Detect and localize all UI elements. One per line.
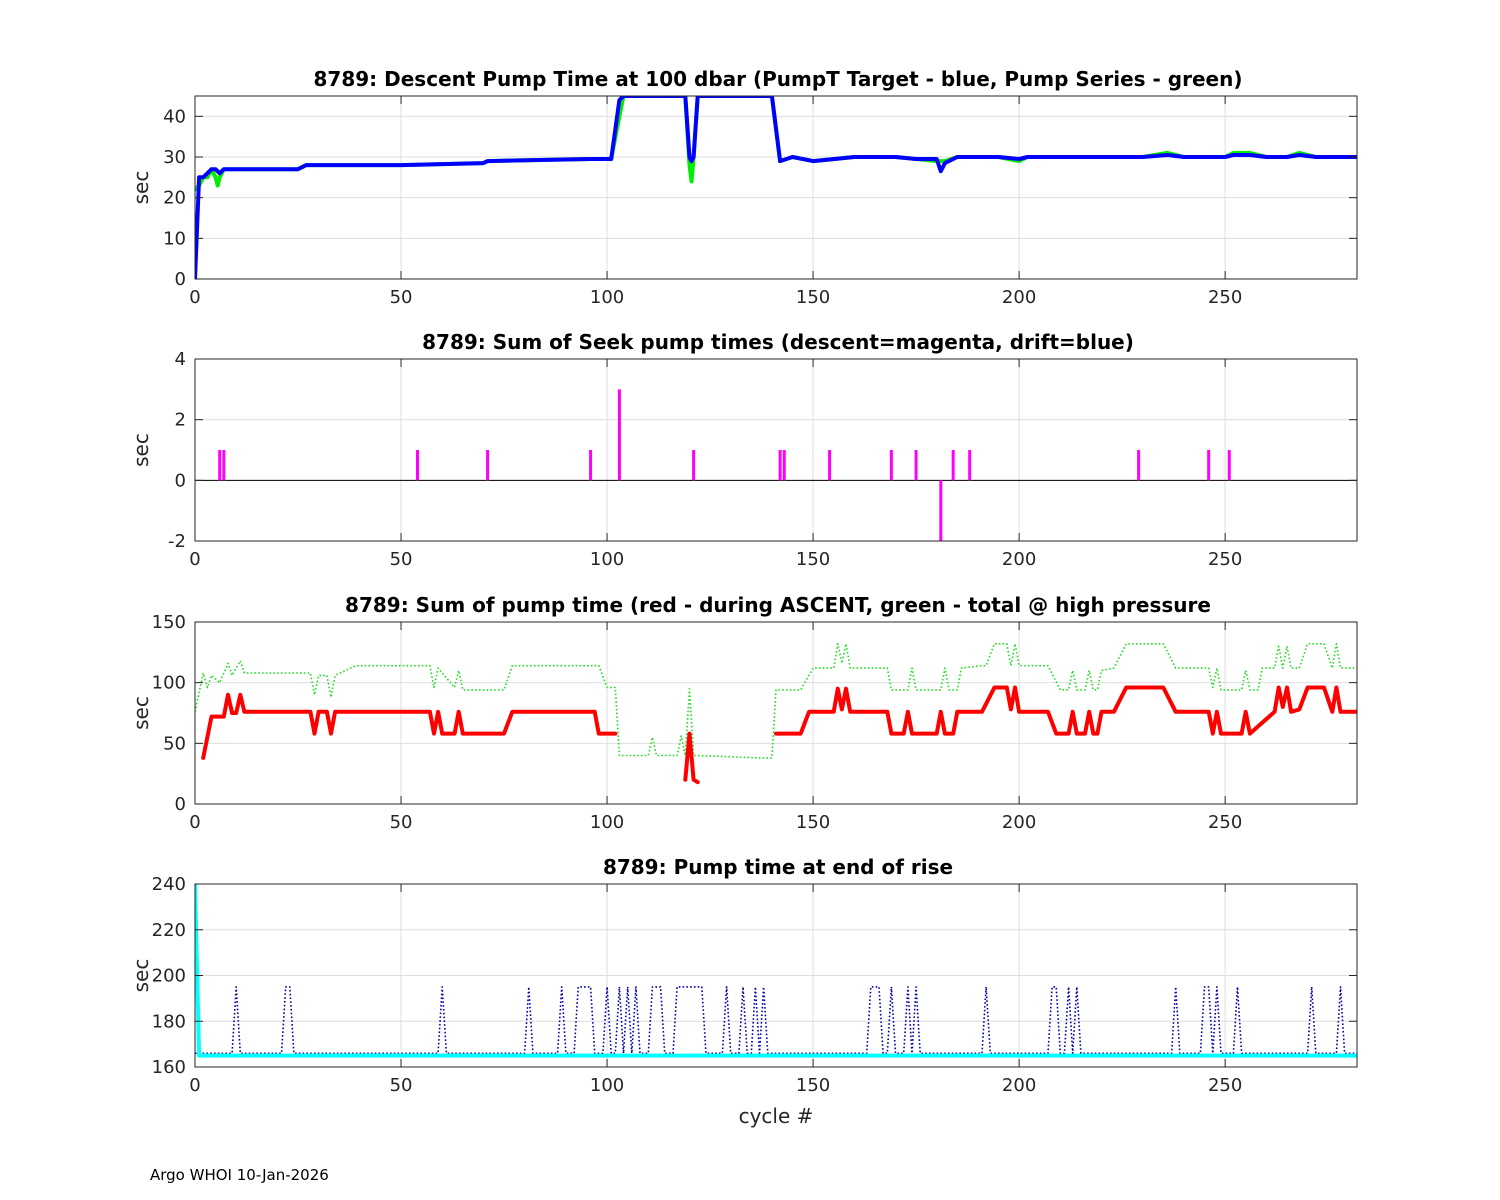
x-tick-label: 50 [390, 549, 413, 570]
series-line-total-high-pressure [195, 643, 1357, 759]
y-tick-label: 50 [163, 733, 186, 754]
y-tick-label: 180 [152, 1011, 186, 1032]
y-tick-label: 0 [175, 269, 186, 290]
chart-panel-1: 0 50 100 150 200 250 0 10 20 30 40 8789: Descent Pu… [129, 67, 1358, 308]
chart-title: 8789: Sum of pump time (red - during ASC… [345, 593, 1211, 617]
y-tick-label: 220 [152, 920, 186, 941]
y-tick-label: 0 [175, 794, 186, 815]
data-layer [195, 643, 1357, 785]
x-tick-label: 150 [796, 287, 830, 308]
y-tick-label: 240 [152, 874, 186, 895]
x-tick-label: 250 [1208, 1075, 1242, 1096]
chart-title: 8789: Descent Pump Time at 100 dbar (Pum… [314, 67, 1243, 91]
y-tick-label: 0 [175, 470, 186, 491]
x-tick-label: 50 [390, 287, 413, 308]
x-tick-label: 0 [189, 812, 200, 833]
series-line-during-ascent [201, 685, 1357, 785]
footer-credit: Argo WHOI 10-Jan-2026 [150, 1166, 329, 1184]
y-tick-label: 4 [175, 349, 186, 370]
x-tick-label: 150 [796, 1075, 830, 1096]
x-axis-label: cycle # [739, 1104, 814, 1128]
y-tick-label: 30 [163, 147, 186, 168]
data-layer [195, 884, 1357, 1058]
plot-area [195, 359, 1357, 541]
chart-title: 8789: Sum of Seek pump times (descent=ma… [422, 330, 1134, 354]
y-tick-label: 100 [152, 673, 186, 694]
chart-panel-4: 0 50 100 150 200 250 160 180 200 220 240 8789: Pump… [129, 855, 1358, 1128]
x-tick-label: 150 [796, 812, 830, 833]
y-tick-label: 2 [175, 410, 186, 431]
x-tick-label: 0 [189, 549, 200, 570]
y-tick-label: -2 [168, 531, 186, 552]
y-tick-label: 10 [163, 228, 186, 249]
x-tick-label: 50 [390, 1075, 413, 1096]
y-axis-label: sec [129, 959, 153, 993]
y-tick-label: 20 [163, 188, 186, 209]
x-tick-label: 0 [189, 1075, 200, 1096]
x-tick-label: 200 [1002, 549, 1036, 570]
data-layer [195, 96, 1357, 279]
y-axis-label: sec [129, 433, 153, 467]
y-tick-label: 40 [163, 106, 186, 127]
axes-box [194, 621, 1358, 805]
x-tick-label: 200 [1002, 812, 1036, 833]
chart-title: 8789: Pump time at end of rise [603, 855, 953, 879]
series-line-target [195, 884, 1357, 1058]
x-tick-label: 100 [590, 287, 624, 308]
x-tick-label: 150 [796, 549, 830, 570]
x-tick-label: 200 [1002, 1075, 1036, 1096]
y-tick-label: 200 [152, 966, 186, 987]
y-axis-label: sec [129, 696, 153, 730]
x-tick-label: 100 [590, 812, 624, 833]
x-tick-label: 250 [1208, 812, 1242, 833]
chart-panel-3: 0 50 100 150 200 250 0 50 100 150 8789: Sum of pum… [129, 593, 1358, 833]
x-tick-label: 200 [1002, 287, 1036, 308]
x-tick-label: 0 [189, 287, 200, 308]
x-tick-label: 100 [590, 549, 624, 570]
axes-box [194, 95, 1358, 280]
y-tick-label: 160 [152, 1057, 186, 1078]
y-axis-label: sec [129, 171, 153, 205]
series-line-pumpt-target [195, 96, 1357, 279]
axes-box [194, 358, 1358, 542]
y-tick-label: 150 [152, 612, 186, 633]
x-tick-label: 250 [1208, 287, 1242, 308]
x-tick-label: 100 [590, 1075, 624, 1096]
x-tick-label: 50 [390, 812, 413, 833]
data-layer [195, 389, 1357, 541]
x-tick-label: 250 [1208, 549, 1242, 570]
series-line-pump-series [195, 986, 1357, 1055]
